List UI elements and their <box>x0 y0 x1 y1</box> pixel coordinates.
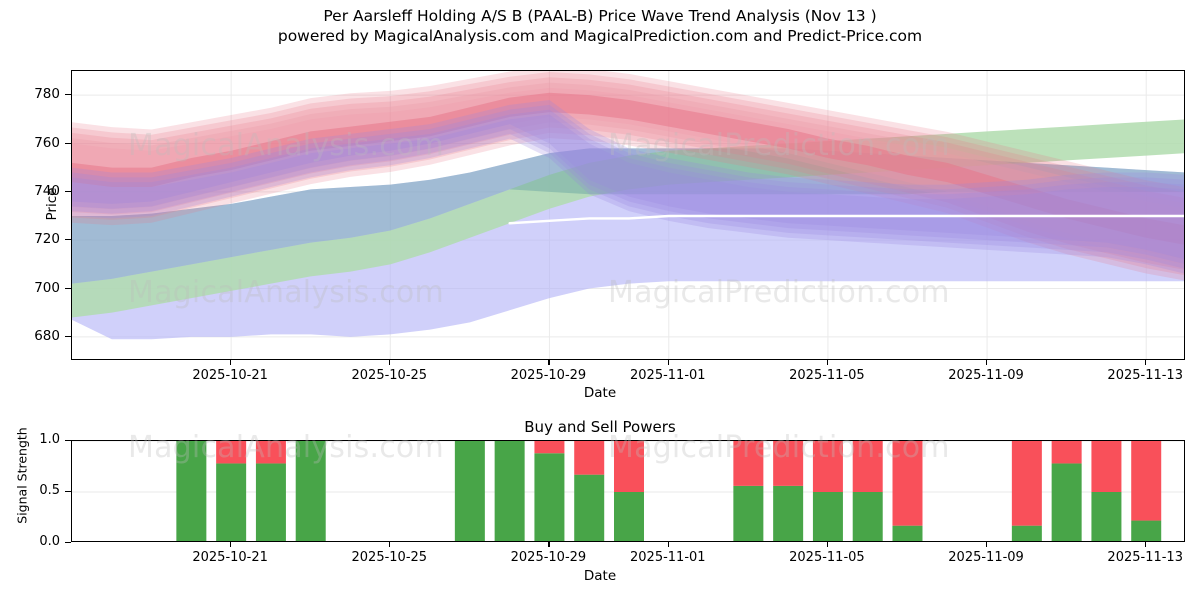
signal-x-tick-label: 2025-10-29 <box>510 550 587 565</box>
price-x-tick-label: 2025-11-13 <box>1107 368 1183 383</box>
signal-x-tick-label: 2025-10-25 <box>351 550 428 565</box>
bar-group <box>176 441 207 541</box>
bar-group <box>574 441 605 541</box>
signal-y-tick-label: 0.0 <box>39 534 60 549</box>
chart-title: Per Aarsleff Holding A/S B (PAAL-B) Pric… <box>323 7 877 25</box>
signal-y-axis-label: Signal Strength <box>14 427 30 524</box>
signal-x-tick-label: 2025-11-05 <box>789 550 865 565</box>
bar-group <box>852 441 883 541</box>
bar-group <box>255 441 286 541</box>
bar-group <box>216 441 247 541</box>
price-y-tick-label: 720 <box>34 231 60 248</box>
price-y-tick-mark <box>65 94 71 96</box>
price-x-tick-label: 2025-11-09 <box>948 368 1024 383</box>
price-y-tick-mark <box>65 190 71 193</box>
signal-y-tick-label: 0.5 <box>39 483 60 498</box>
price-y-tick-label: 700 <box>34 279 60 296</box>
price-x-tick-label: 2025-11-01 <box>630 368 706 383</box>
chart-title-block: Per Aarsleff Holding A/S B (PAAL-B) Pric… <box>0 6 1200 46</box>
signal-x-tick-label: 2025-11-13 <box>1107 550 1183 565</box>
bar-group <box>1011 441 1042 541</box>
signal-x-tick-mark <box>230 542 232 547</box>
price-x-tick-mark <box>230 360 232 365</box>
bar-group <box>892 441 923 541</box>
signal-y-tick-mark <box>65 491 71 493</box>
price-y-tick-mark <box>65 335 71 338</box>
price-y-tick-label: 780 <box>34 86 60 103</box>
price-x-tick-mark <box>1145 360 1147 365</box>
chart-subtitle: powered by MagicalAnalysis.com and Magic… <box>277 27 923 45</box>
signal-x-tick-mark <box>1145 542 1147 547</box>
signal-x-tick-label: 2025-10-21 <box>192 550 268 565</box>
price-x-tick-mark <box>389 360 391 365</box>
price-x-axis-ticks: 2025-10-21 2025-10-25 2025-10-29 2025-11-01… <box>0 360 1200 386</box>
price-wave-svg <box>72 71 1184 359</box>
signal-y-tick-mark <box>65 440 71 442</box>
signal-x-tick-mark <box>826 542 829 547</box>
bar-group <box>773 441 804 541</box>
signal-x-tick-mark <box>986 542 988 547</box>
bar-group <box>614 441 644 541</box>
price-x-tick-mark <box>548 360 550 365</box>
bar-group <box>812 441 843 541</box>
price-x-tick-label: 2025-10-21 <box>192 368 268 383</box>
price-y-tick-label: 760 <box>34 134 60 151</box>
signal-x-axis-label: Date <box>583 568 617 584</box>
buy-sell-bars-svg <box>72 441 1184 541</box>
signal-x-tick-mark <box>548 542 550 547</box>
signal-chart-plot-area <box>71 440 1185 542</box>
price-y-tick-mark <box>65 239 71 241</box>
price-y-tick-mark <box>65 142 71 144</box>
signal-x-tick-label: 2025-11-01 <box>630 550 706 565</box>
signal-chart-title: Buy and Sell Powers <box>524 418 676 436</box>
price-x-tick-mark <box>826 360 829 365</box>
signal-x-tick-mark <box>667 542 669 547</box>
bar-group <box>1051 441 1082 541</box>
bar-group <box>1091 441 1122 541</box>
bar-group <box>295 441 326 541</box>
signal-x-tick-label: 2025-11-09 <box>948 550 1024 565</box>
price-chart-plot-area <box>71 70 1185 360</box>
signal-y-tick-mark <box>65 542 71 544</box>
bar-group <box>1131 441 1162 541</box>
price-y-tick-label: 740 <box>34 182 60 199</box>
signal-x-axis-ticks: 2025-10-21 2025-10-25 2025-10-29 2025-11-01… <box>0 542 1200 568</box>
bar-group <box>534 441 565 541</box>
price-x-tick-label: 2025-11-05 <box>789 368 865 383</box>
price-y-tick-mark <box>65 287 71 289</box>
price-x-axis-label: Date <box>583 385 617 401</box>
price-x-tick-mark <box>667 360 669 365</box>
bar-group <box>454 441 485 541</box>
price-y-tick-label: 680 <box>34 327 60 344</box>
bar-group <box>733 441 764 541</box>
signal-y-tick-label: 1.0 <box>39 432 60 447</box>
price-x-tick-label: 2025-10-29 <box>510 368 587 383</box>
signal-x-tick-mark <box>389 542 391 547</box>
bar-group <box>494 441 525 541</box>
price-x-tick-mark <box>986 360 988 365</box>
price-x-tick-label: 2025-10-25 <box>351 368 428 383</box>
